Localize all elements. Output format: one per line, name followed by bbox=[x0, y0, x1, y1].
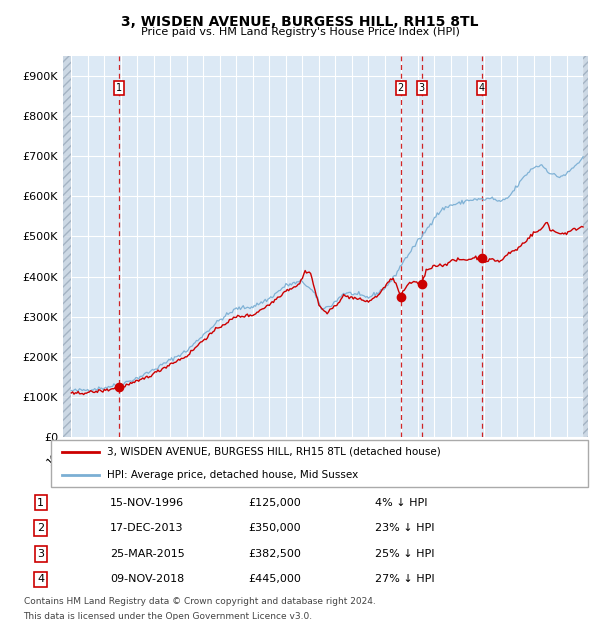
Text: 3: 3 bbox=[419, 83, 425, 93]
Text: 3, WISDEN AVENUE, BURGESS HILL, RH15 8TL: 3, WISDEN AVENUE, BURGESS HILL, RH15 8TL bbox=[121, 15, 479, 29]
Text: 23% ↓ HPI: 23% ↓ HPI bbox=[375, 523, 434, 533]
FancyBboxPatch shape bbox=[51, 440, 588, 487]
Text: 1: 1 bbox=[116, 83, 122, 93]
Text: 3: 3 bbox=[37, 549, 44, 559]
Text: Contains HM Land Registry data © Crown copyright and database right 2024.: Contains HM Land Registry data © Crown c… bbox=[23, 596, 375, 606]
Text: 1: 1 bbox=[37, 498, 44, 508]
Text: HPI: Average price, detached house, Mid Sussex: HPI: Average price, detached house, Mid … bbox=[107, 470, 359, 480]
Text: Price paid vs. HM Land Registry's House Price Index (HPI): Price paid vs. HM Land Registry's House … bbox=[140, 27, 460, 37]
Text: 3, WISDEN AVENUE, BURGESS HILL, RH15 8TL (detached house): 3, WISDEN AVENUE, BURGESS HILL, RH15 8TL… bbox=[107, 447, 441, 457]
Text: 25% ↓ HPI: 25% ↓ HPI bbox=[375, 549, 434, 559]
Text: £445,000: £445,000 bbox=[248, 574, 301, 584]
Text: 17-DEC-2013: 17-DEC-2013 bbox=[110, 523, 184, 533]
Text: 15-NOV-1996: 15-NOV-1996 bbox=[110, 498, 184, 508]
Text: 2: 2 bbox=[398, 83, 404, 93]
Text: 27% ↓ HPI: 27% ↓ HPI bbox=[375, 574, 434, 584]
Text: £125,000: £125,000 bbox=[248, 498, 301, 508]
Text: £382,500: £382,500 bbox=[248, 549, 301, 559]
Text: 09-NOV-2018: 09-NOV-2018 bbox=[110, 574, 184, 584]
Text: 2: 2 bbox=[37, 523, 44, 533]
Text: This data is licensed under the Open Government Licence v3.0.: This data is licensed under the Open Gov… bbox=[23, 613, 313, 620]
Text: 4: 4 bbox=[37, 574, 44, 584]
Text: 4: 4 bbox=[479, 83, 485, 93]
Text: 4% ↓ HPI: 4% ↓ HPI bbox=[375, 498, 427, 508]
Text: £350,000: £350,000 bbox=[248, 523, 301, 533]
Text: 25-MAR-2015: 25-MAR-2015 bbox=[110, 549, 185, 559]
